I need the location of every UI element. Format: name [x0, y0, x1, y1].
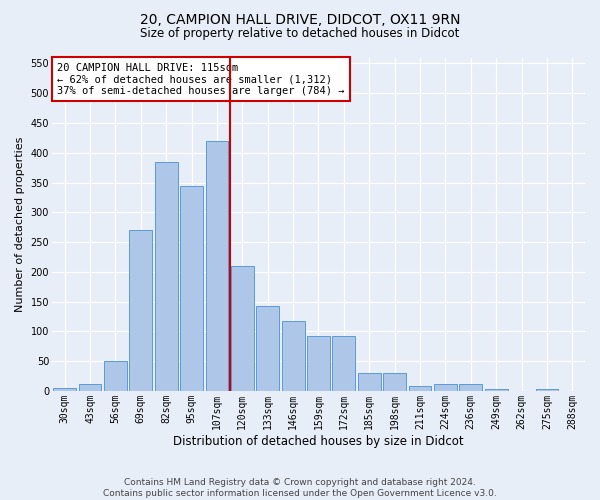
Bar	[307, 336, 330, 391]
Bar	[231, 266, 254, 391]
Bar	[130, 230, 152, 391]
Text: Contains HM Land Registry data © Crown copyright and database right 2024.
Contai: Contains HM Land Registry data © Crown c…	[103, 478, 497, 498]
Bar	[53, 388, 76, 391]
Bar	[409, 386, 431, 391]
X-axis label: Distribution of detached houses by size in Didcot: Distribution of detached houses by size …	[173, 434, 464, 448]
Bar	[460, 384, 482, 391]
Bar	[206, 141, 229, 391]
Bar	[332, 336, 355, 391]
Bar	[383, 373, 406, 391]
Bar	[536, 389, 559, 391]
Bar	[281, 322, 305, 391]
Bar	[434, 384, 457, 391]
Bar	[485, 389, 508, 391]
Bar	[155, 162, 178, 391]
Text: Size of property relative to detached houses in Didcot: Size of property relative to detached ho…	[140, 28, 460, 40]
Y-axis label: Number of detached properties: Number of detached properties	[15, 136, 25, 312]
Text: 20 CAMPION HALL DRIVE: 115sqm
← 62% of detached houses are smaller (1,312)
37% o: 20 CAMPION HALL DRIVE: 115sqm ← 62% of d…	[57, 62, 345, 96]
Bar	[79, 384, 101, 391]
Text: 20, CAMPION HALL DRIVE, DIDCOT, OX11 9RN: 20, CAMPION HALL DRIVE, DIDCOT, OX11 9RN	[140, 12, 460, 26]
Bar	[358, 373, 380, 391]
Bar	[104, 361, 127, 391]
Bar	[180, 186, 203, 391]
Bar	[256, 306, 279, 391]
